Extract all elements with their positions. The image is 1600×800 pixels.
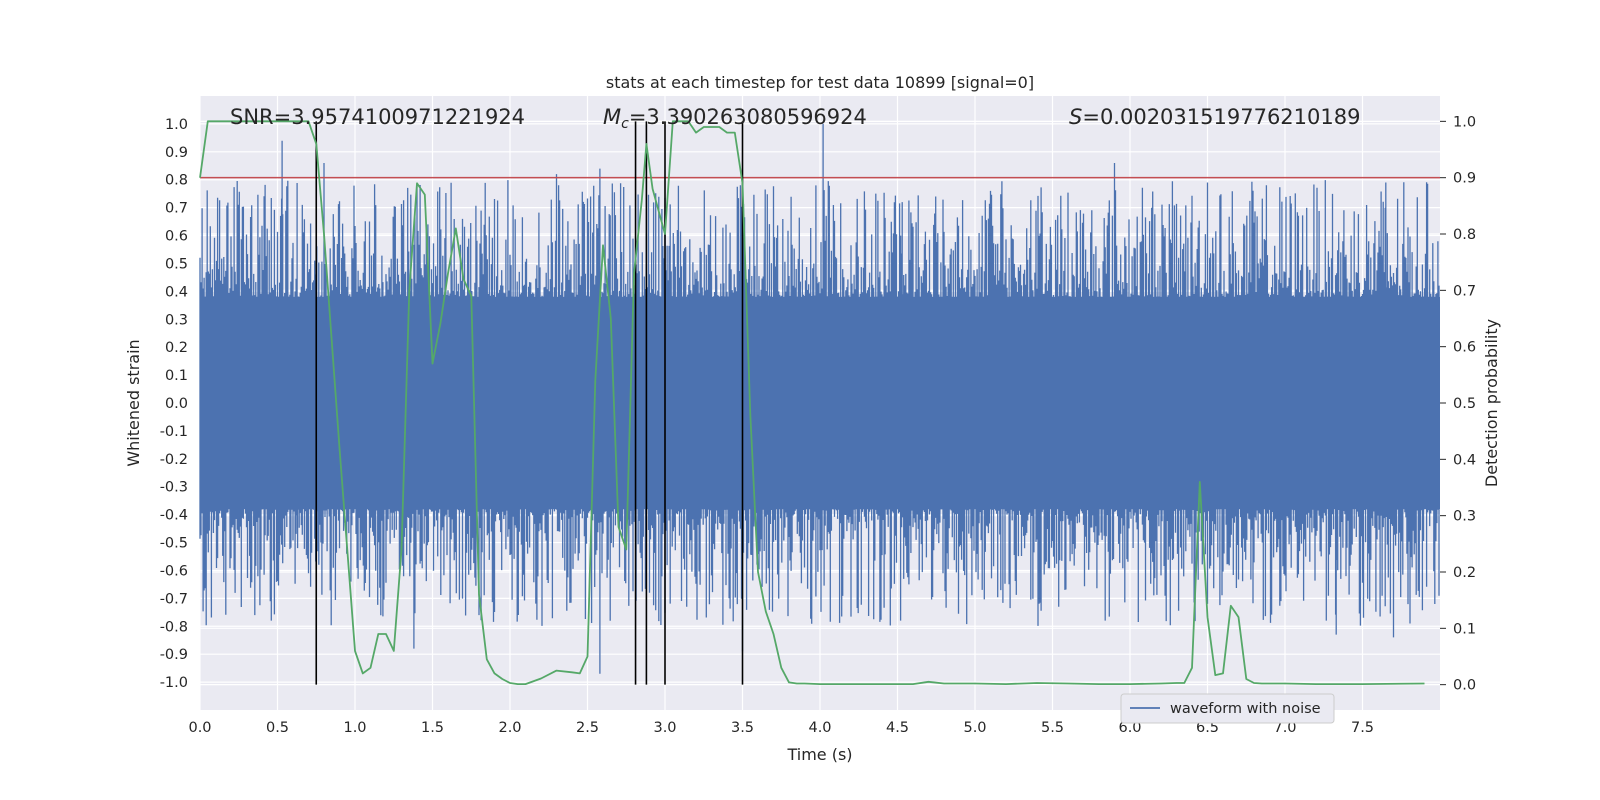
probability-line bbox=[199, 120, 1425, 685]
y-tick-label: 0.5 bbox=[165, 256, 188, 272]
x-tick-label: 7.0 bbox=[1273, 720, 1296, 736]
y-tick-label: 0.6 bbox=[165, 229, 188, 245]
chirp-mass-subscript: c bbox=[621, 116, 629, 132]
x-tick-label: 5.0 bbox=[963, 720, 986, 736]
s-annotation: S=0.002031519776210189 bbox=[1069, 105, 1360, 129]
x-axis-ticks: 0.0 0.5 1.0 1.5 2.0 2.5 3.0 3.5 4.0 4.5 5.0 5.5 6.0 6… bbox=[188, 720, 1374, 736]
y-tick-label: 1.0 bbox=[165, 117, 188, 133]
probability-series bbox=[199, 120, 1425, 685]
x-tick-label: 3.0 bbox=[653, 720, 676, 736]
x-tick-label: 3.5 bbox=[731, 720, 754, 736]
x-tick-label: 0.0 bbox=[188, 720, 211, 736]
x-tick-label: 4.5 bbox=[886, 720, 909, 736]
snr-annotation: SNR=3.9574100971221924 bbox=[230, 105, 525, 129]
y-tick-label: -0.3 bbox=[160, 480, 188, 496]
y-tick-label: 0.3 bbox=[165, 312, 188, 328]
y-tick-label: 0.0 bbox=[165, 396, 188, 412]
y-tick-label: 0.4 bbox=[165, 284, 188, 300]
y-tick-label: -0.8 bbox=[160, 619, 188, 635]
legend-box bbox=[1120, 693, 1335, 724]
y2-tick-label: 0.1 bbox=[1453, 621, 1476, 637]
y2-tick-label: 0.6 bbox=[1453, 340, 1476, 356]
x-tick-label: 0.5 bbox=[266, 720, 289, 736]
y-tick-label: 0.1 bbox=[165, 368, 188, 384]
legend-label: waveform with noise bbox=[1170, 701, 1321, 717]
x-tick-label: 7.5 bbox=[1351, 720, 1374, 736]
y2-axis-ticks: 1.0 0.9 0.8 0.7 0.6 0.5 0.4 0.3 0.2 0.1 0.0 bbox=[1440, 114, 1476, 694]
waveform-line bbox=[199, 123, 1440, 674]
chirp-mass-value: =3.390263080596924 bbox=[629, 105, 867, 129]
x-axis-label: Time (s) bbox=[786, 745, 852, 764]
y2-tick-label: 1.0 bbox=[1453, 114, 1476, 130]
y-axis-label: Whitened strain bbox=[124, 339, 143, 466]
y2-tick-label: 0.0 bbox=[1453, 678, 1476, 694]
y-tick-label: -0.6 bbox=[160, 563, 188, 579]
s-symbol: S bbox=[1069, 105, 1082, 129]
x-tick-label: 1.0 bbox=[343, 720, 366, 736]
chart-title: stats at each timestep for test data 108… bbox=[606, 73, 1034, 92]
y-tick-label: -0.7 bbox=[160, 591, 188, 607]
y-tick-label: -1.0 bbox=[160, 675, 188, 691]
x-tick-label: 2.0 bbox=[498, 720, 521, 736]
y-tick-label: -0.1 bbox=[160, 424, 188, 440]
y-tick-label: 0.9 bbox=[165, 145, 188, 161]
x-tick-label: 6.5 bbox=[1196, 720, 1219, 736]
y2-tick-label: 0.5 bbox=[1453, 396, 1476, 412]
chirp-mass-symbol: M bbox=[603, 105, 621, 129]
x-tick-label: 6.0 bbox=[1118, 720, 1141, 736]
y2-tick-label: 0.8 bbox=[1453, 227, 1476, 243]
x-tick-label: 1.5 bbox=[421, 720, 444, 736]
chirp-mass-annotation: Mc=3.390263080596924 bbox=[603, 105, 867, 132]
y-tick-label: 0.8 bbox=[165, 173, 188, 189]
x-tick-label: 5.5 bbox=[1041, 720, 1064, 736]
y2-tick-label: 0.7 bbox=[1453, 283, 1476, 299]
y-axis-ticks: 1.0 0.9 0.8 0.7 0.6 0.5 0.4 0.3 0.2 0.1 0.0 -0.1 -0.… bbox=[160, 117, 188, 691]
y2-tick-label: 0.2 bbox=[1453, 565, 1476, 581]
x-tick-label: 4.0 bbox=[808, 720, 831, 736]
y2-axis-label: Detection probability bbox=[1482, 319, 1501, 487]
y-tick-label: -0.9 bbox=[160, 647, 188, 663]
s-value: =0.002031519776210189 bbox=[1082, 105, 1360, 129]
y-tick-label: -0.2 bbox=[160, 452, 188, 468]
y2-tick-label: 0.9 bbox=[1453, 171, 1476, 187]
y2-tick-label: 0.4 bbox=[1453, 452, 1476, 468]
x-tick-label: 2.5 bbox=[576, 720, 599, 736]
y-tick-label: 0.2 bbox=[165, 340, 188, 356]
legend: waveform with noise bbox=[1120, 693, 1335, 724]
y2-tick-label: 0.3 bbox=[1453, 509, 1476, 525]
y-tick-label: 0.7 bbox=[165, 201, 188, 217]
y-tick-label: -0.4 bbox=[160, 508, 188, 524]
y-tick-label: -0.5 bbox=[160, 536, 188, 552]
vertical-markers bbox=[315, 121, 744, 685]
